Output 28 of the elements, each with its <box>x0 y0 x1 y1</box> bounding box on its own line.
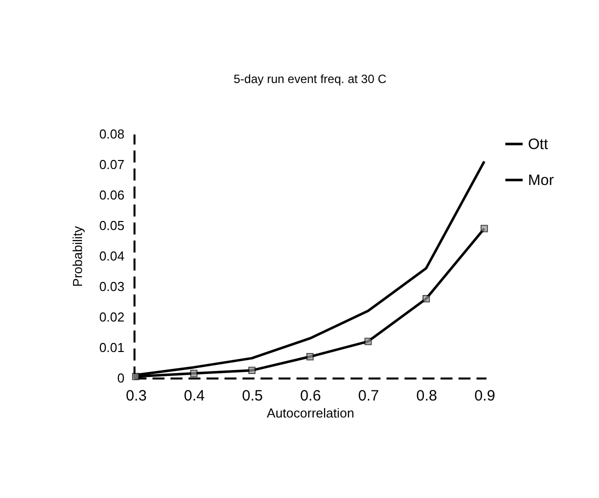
legend-label: Ott <box>528 136 549 153</box>
x-axis-title: Autocorrelation <box>266 406 354 420</box>
point <box>306 352 314 360</box>
point <box>248 366 256 374</box>
point <box>190 370 198 378</box>
point <box>132 372 140 380</box>
point <box>480 224 488 232</box>
x-tick-label: 0.6 <box>300 388 321 404</box>
y-tick-label: 0.06 <box>99 188 124 202</box>
y-axis-title: Probability <box>70 226 86 287</box>
y-tick-label: 0.04 <box>99 248 124 264</box>
x-tick-label: 0.4 <box>184 388 205 404</box>
x-tick-label: 0.3 <box>126 388 147 404</box>
y-tick-label: 0.07 <box>99 157 124 172</box>
point <box>364 338 372 346</box>
x-tick-label: 0.8 <box>416 388 438 404</box>
legend-label: Mor <box>528 172 554 189</box>
x-tick-label: 0.9 <box>474 388 496 404</box>
chart-title: 5-day run event freq. at 30 C <box>234 72 387 86</box>
y-tick-label: 0 <box>117 370 124 386</box>
point <box>422 295 430 302</box>
x-tick-label: 0.7 <box>358 388 380 404</box>
y-tick-label: 0.08 <box>99 126 124 142</box>
y-tick-label: 0.01 <box>99 340 124 355</box>
y-tick-label: 0.02 <box>99 310 124 324</box>
y-tick-label: 0.05 <box>99 218 124 233</box>
y-tick-label: 0.03 <box>99 279 124 294</box>
x-tick-label: 0.5 <box>242 388 263 404</box>
